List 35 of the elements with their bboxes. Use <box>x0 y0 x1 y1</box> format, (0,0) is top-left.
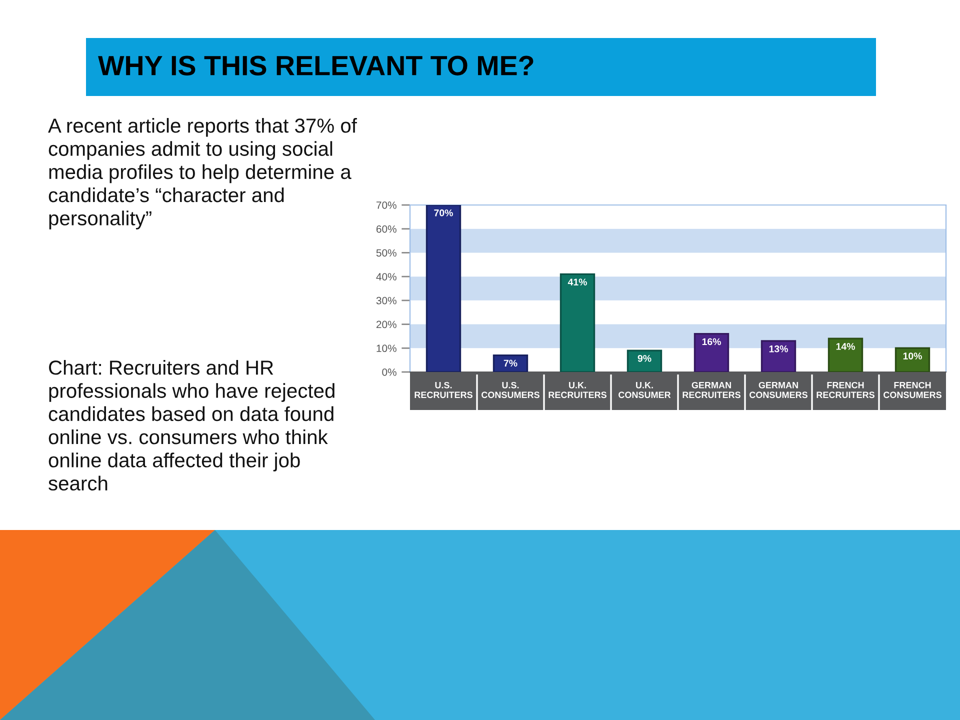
x-tick-label: GERMAN CONSUMERS <box>750 382 808 398</box>
data-label: 13% <box>769 345 788 352</box>
text: A recent article reports that 37% of companies admit to using social media profiles to help determine a candidate’s “character and personality” <box>48 118 357 230</box>
y-tick-label: 10% <box>376 344 396 352</box>
text: Chart: Recruiters and HR professionals who have rejected candidates based on data found online vs. consumers who think online data affected their job search <box>48 360 334 491</box>
bar <box>626 350 662 372</box>
x-tick-label: U.S. RECRUITERS <box>414 382 472 398</box>
y-tick-label: 40% <box>376 273 396 280</box>
x-tick-label: FRENCH RECRUITERS <box>816 382 874 398</box>
y-tick-label: 30% <box>376 296 396 304</box>
data-label: 41% <box>568 278 587 286</box>
x-tick-label: FRENCH CONSUMERS <box>884 382 942 398</box>
x-tick-label: U.S. CONSUMERS <box>482 382 540 398</box>
bar <box>694 332 730 372</box>
y-tick-label: 0% <box>382 368 396 376</box>
data-label: 14% <box>836 343 855 350</box>
bar <box>560 273 596 372</box>
bar <box>426 205 462 372</box>
bar <box>492 354 528 372</box>
y-tick-label: 50% <box>376 249 396 257</box>
x-tick-label: U.K. CONSUMER <box>618 382 671 398</box>
data-label: 9% <box>638 354 652 362</box>
y-tick-label: 20% <box>376 320 396 328</box>
data-label: 7% <box>504 360 518 367</box>
data-label: 16% <box>702 338 721 346</box>
bar <box>894 347 930 372</box>
data-label: 70% <box>434 209 453 216</box>
bar <box>828 338 864 372</box>
data-label: 10% <box>903 352 922 360</box>
chart-title: WHY IS THIS RELEVANT TO ME? <box>98 56 534 76</box>
y-tick-label: 70% <box>376 202 396 209</box>
bar <box>760 340 796 372</box>
x-tick-label: GERMAN RECRUITERS <box>682 382 740 398</box>
y-tick-label: 60% <box>376 225 396 233</box>
x-tick-label: U.K. RECRUITERS <box>548 382 606 398</box>
